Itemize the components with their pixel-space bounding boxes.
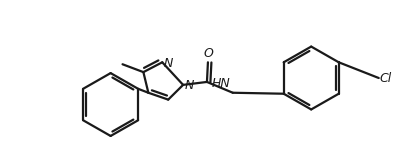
Text: HN: HN bbox=[212, 77, 231, 90]
Text: N: N bbox=[185, 79, 195, 92]
Text: N: N bbox=[163, 57, 173, 70]
Text: Cl: Cl bbox=[380, 73, 392, 86]
Text: O: O bbox=[204, 47, 214, 60]
